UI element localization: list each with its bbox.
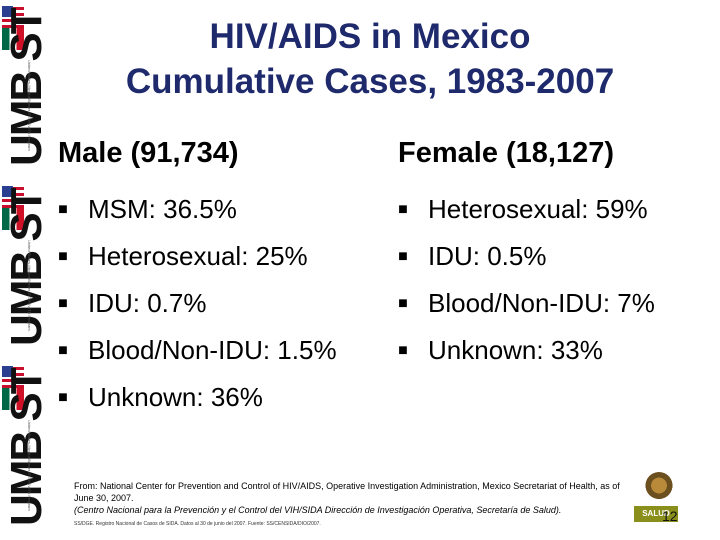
left-logo-strip: UMB ST United States-Mexico Border STD/H… [0,0,48,540]
list-item: ■ Heterosexual: 59% [398,186,655,233]
female-list: ■ Heterosexual: 59% ■ IDU: 0.5% ■ Blood/Non… [398,186,655,374]
female-column: Female (18,127) ■ Heterosexual: 59% ■ IDU:… [398,136,655,374]
list-item: ■ IDU: 0.7% [58,280,337,327]
list-item: ■ Unknown: 36% [58,374,337,421]
list-item: ■ IDU: 0.5% [398,233,655,280]
list-item: ■ Blood/Non-IDU: 7% [398,280,655,327]
male-heading: Male (91,734) [58,137,239,169]
logo-micro-text: United States-Mexico Border STD/HIV/TB P… [27,60,32,151]
female-heading: Female (18,127) [398,137,615,169]
square-bullet-icon: ■ [58,389,68,406]
source-note: SS/DGE. Registro Nacional de Casos de SI… [74,521,321,527]
salud-label: SALUD [634,506,678,522]
umbst-logo: UMB ST United States-Mexico Border STD/H… [0,360,48,540]
page-number: 12 [662,508,678,524]
male-list: ■ MSM: 36.5% ■ Heterosexual: 25% ■ IDU: 0.7… [58,186,337,421]
source-line-2: (Centro Nacional para la Prevención y el… [74,505,562,515]
male-column: Male (91,734) ■ MSM: 36.5% ■ Heterosexual:… [58,136,337,421]
umbst-logo: UMB ST United States-Mexico Border STD/H… [0,180,48,360]
logo-micro-text: United States-Mexico Border STD/HIV/TB P… [27,240,32,331]
umbst-logo-text: UMB ST [2,369,48,526]
salud-logo: SALUD [634,468,688,530]
source-citation: From: National Center for Prevention and… [74,480,630,528]
flags-icon [2,366,24,410]
slide-title: HIV/AIDS in Mexico Cumulative Cases, 198… [60,14,680,104]
list-item: ■ Blood/Non-IDU: 1.5% [58,327,336,374]
flags-icon [2,186,24,230]
square-bullet-icon: ■ [398,342,408,359]
umbst-logo-text: UMB ST [2,9,48,166]
umbst-logo: UMB ST United States-Mexico Border STD/H… [0,0,48,180]
flags-icon [2,6,24,50]
square-bullet-icon: ■ [58,248,68,265]
square-bullet-icon: ■ [58,342,68,359]
list-item: ■ Heterosexual: 25% [58,233,337,280]
square-bullet-icon: ■ [398,201,408,218]
square-bullet-icon: ■ [398,295,408,312]
list-item: ■ Unknown: 33% [398,327,655,374]
logo-micro-text: United States-Mexico Border STD/HIV/TB P… [27,420,32,511]
title-line-1: HIV/AIDS in Mexico [209,17,531,56]
title-line-2: Cumulative Cases, 1983-2007 [125,62,615,101]
source-line-1: From: National Center for Prevention and… [74,481,620,503]
square-bullet-icon: ■ [398,248,408,265]
umbst-logo-text: UMB ST [2,189,48,346]
list-item: ■ MSM: 36.5% [58,186,337,233]
mexico-emblem-icon [644,472,674,502]
square-bullet-icon: ■ [58,295,68,312]
square-bullet-icon: ■ [58,201,68,218]
